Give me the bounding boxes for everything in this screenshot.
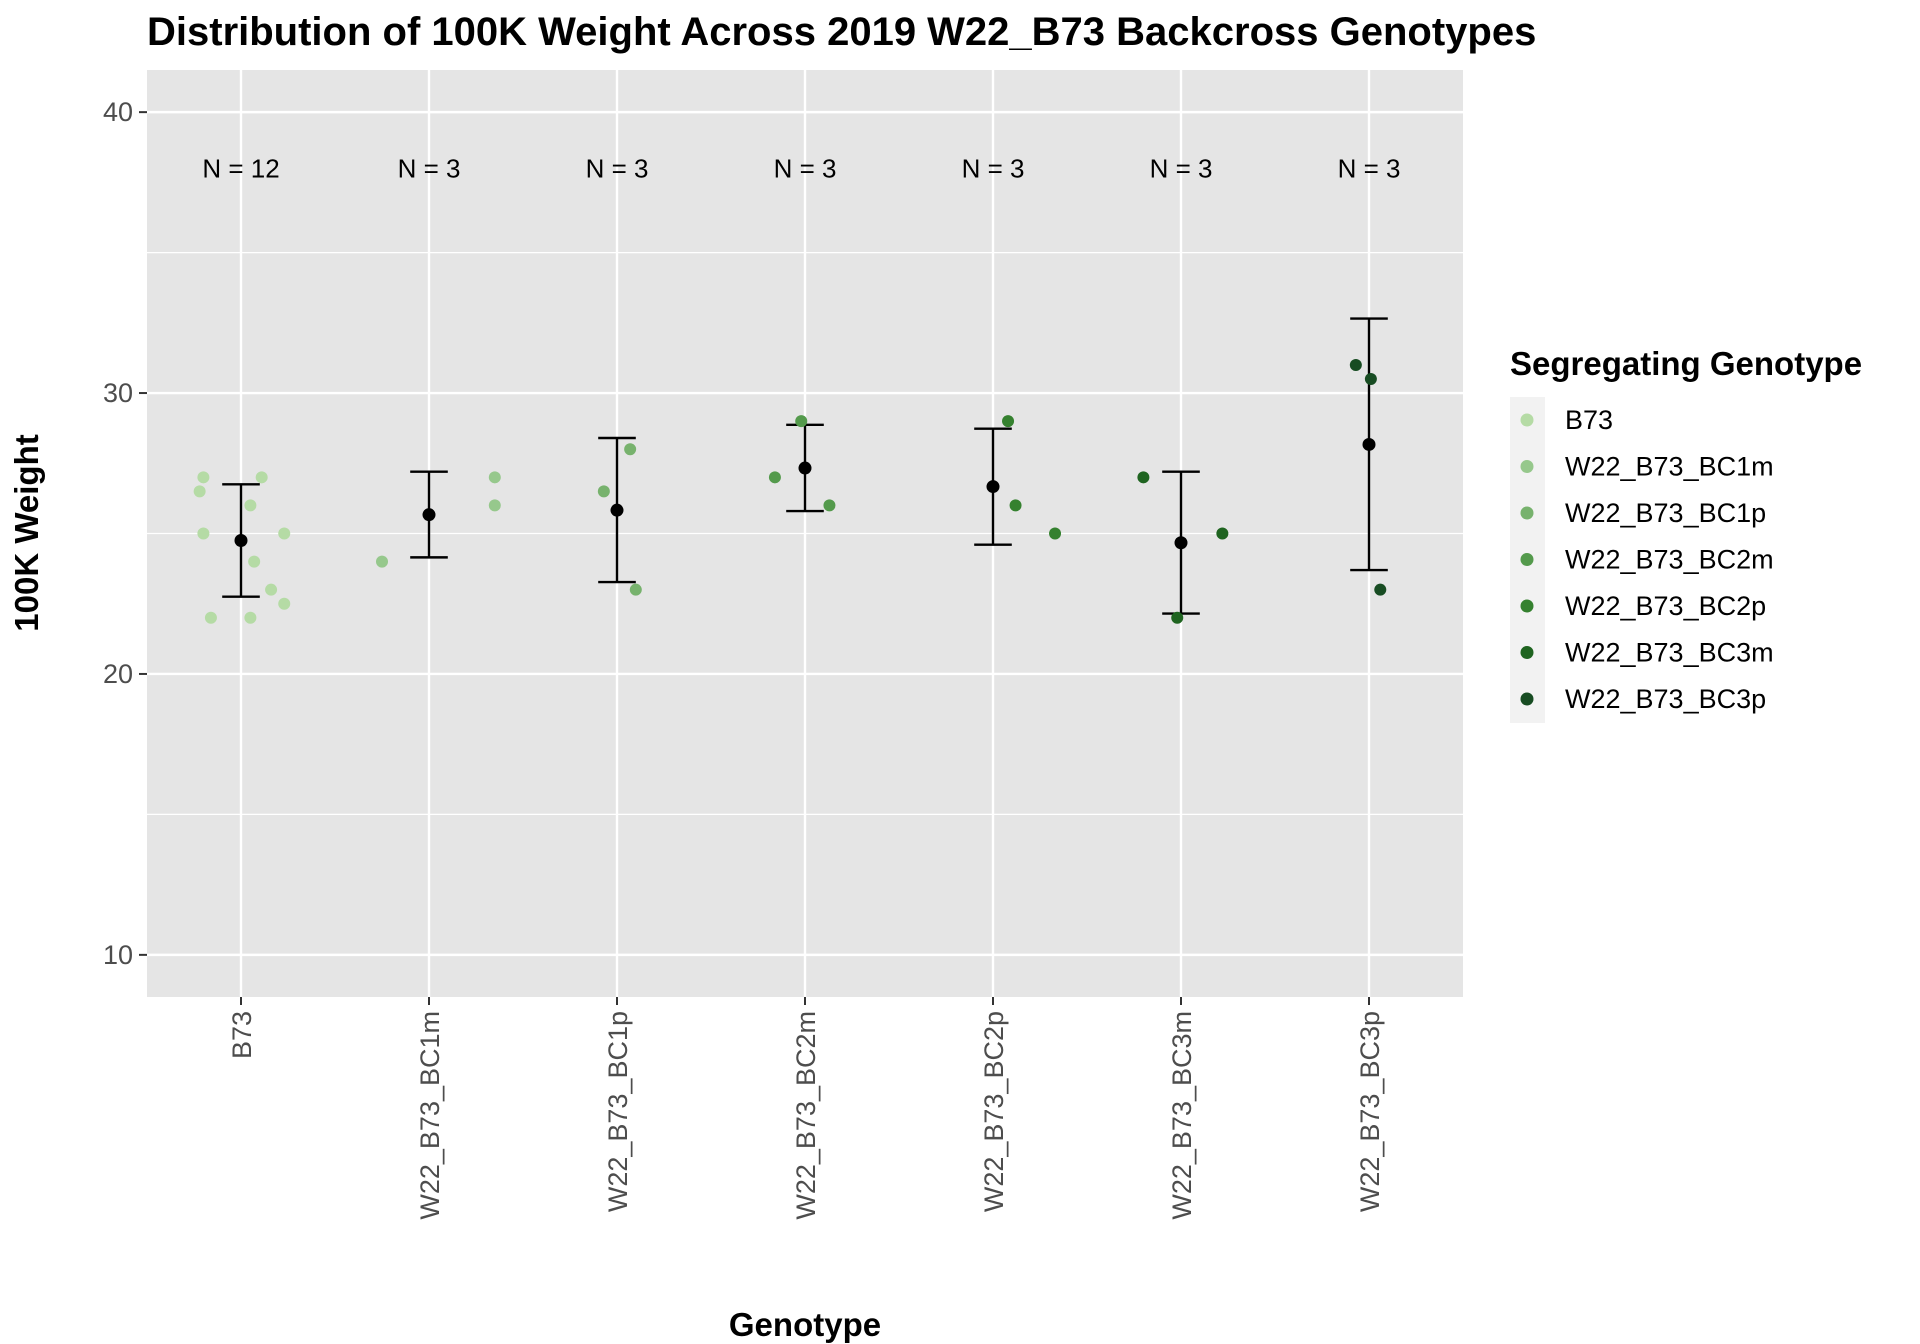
- legend-key: [1520, 413, 1534, 427]
- legend: Segregating Genotype B73 W22_B73_BC1m W22_…: [1510, 345, 1862, 723]
- data-point: [265, 583, 278, 596]
- legend-label: W22_B73_BC3m: [1565, 638, 1774, 668]
- data-point: [1349, 358, 1362, 371]
- n-label: N = 3: [586, 153, 649, 183]
- mean-point: [798, 461, 812, 475]
- data-point: [1137, 471, 1150, 484]
- x-axis-title: Genotype: [729, 1306, 881, 1343]
- data-point: [823, 499, 836, 512]
- x-tick-label: W22_B73_BC2p: [979, 1011, 1009, 1212]
- legend-key: [1520, 506, 1534, 520]
- n-label: N = 3: [774, 153, 837, 183]
- n-label: N = 3: [1338, 153, 1401, 183]
- data-point: [1009, 499, 1022, 512]
- x-tick-label: W22_B73_BC1p: [603, 1011, 633, 1212]
- data-point: [376, 555, 388, 568]
- y-axis: 10 20 30 40: [103, 97, 147, 970]
- data-point: [1049, 527, 1062, 540]
- data-point: [1364, 373, 1377, 385]
- y-tick-label: 10: [103, 940, 133, 970]
- data-point: [1171, 611, 1184, 624]
- n-label: N = 3: [1150, 153, 1213, 183]
- legend-key: [1520, 599, 1534, 613]
- data-points: [193, 358, 1387, 624]
- data-point: [244, 499, 257, 512]
- y-axis-title: 100K Weight: [8, 434, 45, 631]
- sample-size-labels: N = 12 N = 3 N = 3 N = 3 N = 3 N = 3 N = 3: [202, 153, 1400, 183]
- data-point: [1374, 583, 1387, 596]
- mean-point: [422, 508, 436, 522]
- mean-points: [234, 437, 1376, 550]
- mean-point: [1174, 536, 1188, 550]
- mean-point: [1362, 437, 1376, 451]
- data-point: [197, 471, 210, 484]
- y-tick-label: 40: [103, 97, 133, 127]
- x-tick-label: W22_B73_BC3p: [1355, 1011, 1385, 1212]
- chart-title: Distribution of 100K Weight Across 2019 …: [147, 10, 1536, 54]
- data-point: [197, 527, 210, 540]
- legend-title: Segregating Genotype: [1510, 345, 1862, 382]
- x-tick-label: W22_B73_BC3m: [1167, 1011, 1197, 1220]
- data-point: [248, 555, 261, 568]
- data-point: [193, 485, 206, 498]
- y-tick-label: 30: [103, 378, 133, 408]
- x-tick-label: W22_B73_BC2m: [791, 1011, 821, 1220]
- legend-key: [1520, 553, 1534, 566]
- data-point: [488, 471, 501, 484]
- data-point: [1216, 527, 1229, 540]
- data-point: [597, 485, 610, 498]
- legend-entries: B73 W22_B73_BC1m W22_B73_BC1p W22_B73_BC2m W…: [1520, 405, 1774, 714]
- n-label: N = 3: [398, 153, 461, 183]
- mean-point: [234, 534, 248, 548]
- data-point: [629, 583, 642, 596]
- data-point: [768, 471, 781, 484]
- mean-point: [986, 480, 1000, 494]
- data-point: [1002, 415, 1015, 428]
- data-point: [204, 611, 217, 624]
- data-point: [255, 471, 268, 484]
- data-point: [244, 611, 257, 624]
- data-point: [278, 527, 291, 540]
- data-point: [278, 597, 291, 610]
- legend-label: W22_B73_BC2m: [1565, 545, 1774, 575]
- legend-key: [1520, 692, 1534, 706]
- n-label: N = 3: [962, 153, 1025, 183]
- data-point: [488, 499, 501, 512]
- x-axis: B73 W22_B73_BC1m W22_B73_BC1p W22_B73_BC2m W…: [227, 997, 1385, 1220]
- x-tick-label: W22_B73_BC1m: [415, 1011, 445, 1220]
- legend-key: [1520, 646, 1534, 659]
- legend-label: W22_B73_BC3p: [1565, 684, 1766, 714]
- n-label: N = 12: [202, 153, 279, 183]
- data-point: [795, 415, 808, 428]
- legend-label: B73: [1565, 405, 1613, 435]
- y-tick-label: 20: [103, 659, 133, 689]
- x-tick-label: B73: [227, 1011, 257, 1059]
- legend-label: W22_B73_BC1p: [1565, 498, 1766, 528]
- data-point: [624, 443, 637, 456]
- mean-point: [610, 503, 624, 517]
- legend-key: [1520, 460, 1534, 473]
- legend-label: W22_B73_BC1m: [1565, 452, 1774, 482]
- legend-label: W22_B73_BC2p: [1565, 591, 1766, 621]
